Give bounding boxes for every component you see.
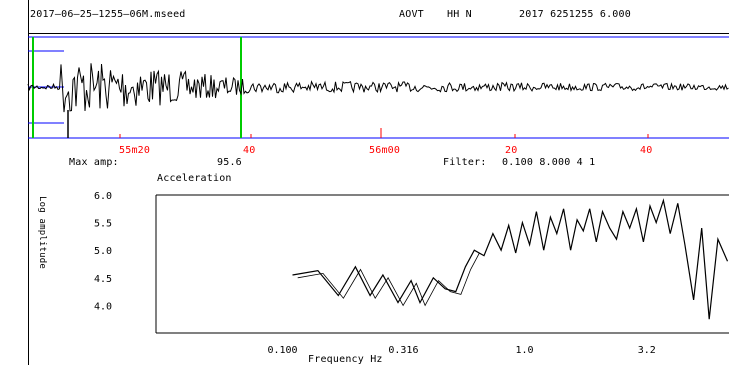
start-time: 2017 6251255 6.000 xyxy=(519,9,631,20)
y-tick-label-3: 5.0 xyxy=(94,246,112,257)
y-tick-label-2: 5.5 xyxy=(94,219,112,230)
time-label-5: 40 xyxy=(640,145,653,156)
x-tick-label-1: 0.100 xyxy=(267,345,297,356)
left-border xyxy=(28,0,29,365)
filter-label: Filter: xyxy=(443,157,487,168)
x-tick-label-4: 3.2 xyxy=(638,345,656,356)
spectrum-trace-smoothed xyxy=(297,252,480,307)
time-axis-ticks xyxy=(119,128,649,138)
time-label-1: 55m20 xyxy=(119,145,151,156)
time-label-2: 40 xyxy=(243,145,256,156)
time-label-3: 56m00 xyxy=(369,145,401,156)
channel-code: HH N xyxy=(447,9,472,20)
x-tick-label-2: 0.316 xyxy=(388,345,418,356)
x-tick-label-3: 1.0 xyxy=(515,345,533,356)
seismic-trace xyxy=(27,63,729,113)
spectrum-tick-labels: 0.100 0.316 1.0 3.2 6.0 5.5 5.0 4.5 4.0 xyxy=(94,191,656,356)
waveform-plot[interactable] xyxy=(0,0,729,150)
y-tick-label-4: 4.5 xyxy=(94,274,112,285)
y-tick-label-5: 4.0 xyxy=(94,301,112,312)
filter-values: 0.100 8.000 4 1 xyxy=(502,157,596,168)
max-amp-label: Max amp: xyxy=(69,157,119,168)
y-tick-label-1: 6.0 xyxy=(94,191,112,202)
time-label-4: 20 xyxy=(505,145,518,156)
file-name: 2017–06–25–1255–06M.mseed xyxy=(30,9,186,20)
header-divider xyxy=(28,33,729,34)
max-amp-value: 95.6 xyxy=(217,157,242,168)
station-code: AOVT xyxy=(399,9,424,20)
spectrum-xlabel: Frequency Hz xyxy=(308,354,383,365)
spectrum-title: Acceleration xyxy=(157,173,232,184)
spectrum-trace xyxy=(292,198,729,320)
